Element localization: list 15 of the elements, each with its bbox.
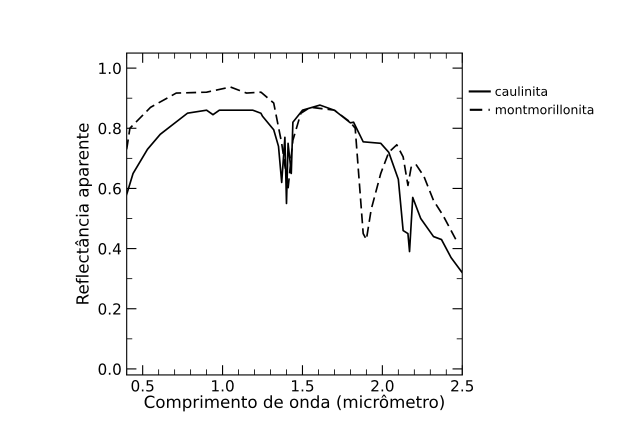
x-tick-label: 2.0: [371, 380, 394, 392]
x-axis-title: Comprimento de onda (micrômetro): [144, 394, 444, 412]
y-tick-label: 0.4: [98, 243, 121, 255]
legend-label: caulinita: [495, 86, 547, 96]
y-axis-title: Reflectância aparente: [75, 124, 92, 304]
y-tick-label: 0.6: [98, 182, 121, 194]
y-tick-label: 1.0: [99, 62, 121, 74]
y-tick-label: 0.2: [98, 303, 120, 315]
y-tick-label: 0.8: [98, 122, 121, 134]
legend-label: montmorillonita: [496, 104, 594, 114]
y-tick-label: 0.0: [98, 363, 121, 375]
x-tick-label: 0.5: [132, 380, 154, 392]
x-tick-label: 1.5: [292, 380, 314, 392]
x-tick-label: 1.0: [212, 380, 234, 392]
x-tick-label: 2.5: [451, 380, 474, 392]
